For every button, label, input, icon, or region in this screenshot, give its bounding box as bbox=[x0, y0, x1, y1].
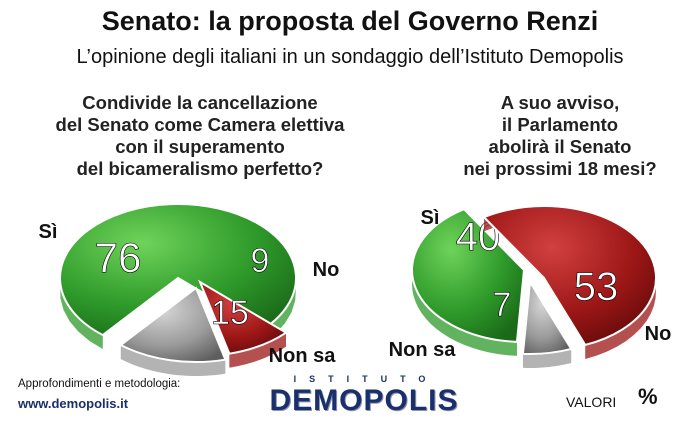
pie-category-label: No bbox=[313, 259, 340, 281]
question-1: Condivide la cancellazione del Senato co… bbox=[40, 92, 360, 180]
question-1-line: del bicameralismo perfetto? bbox=[76, 158, 324, 179]
chart-title: Senato: la proposta del Governo Renzi bbox=[101, 6, 599, 36]
pie-category-label: Sì bbox=[39, 221, 58, 243]
pie-category-label: Non sa bbox=[389, 339, 457, 361]
question-2-line: A suo avviso, bbox=[500, 92, 620, 113]
question-1-line: Condivide la cancellazione bbox=[82, 92, 318, 113]
pie-category-label: No bbox=[645, 323, 672, 345]
question-1-line: con il superamento bbox=[115, 136, 285, 157]
chart-subtitle: L’opinione degli italiani in un sondaggi… bbox=[76, 46, 624, 68]
pie-slice-non-sa bbox=[521, 278, 573, 355]
question-2-line: nei prossimi 18 mesi? bbox=[463, 158, 657, 179]
pie-slice-side bbox=[120, 345, 226, 376]
brand-tagline: ISTITUTO bbox=[293, 374, 439, 384]
pie-value-label: 15 bbox=[211, 294, 249, 332]
percent-sign: % bbox=[638, 384, 658, 409]
pie-category-label: Non sa bbox=[269, 345, 337, 367]
question-2-line: il Parlamento bbox=[501, 114, 619, 135]
pie-value-label: 9 bbox=[251, 242, 270, 280]
pie-value-label: 7 bbox=[493, 286, 512, 324]
method-label: Approfondimenti e metodologia: bbox=[18, 378, 181, 390]
pie-slice-sì bbox=[59, 203, 297, 337]
website-link[interactable]: www.demopolis.it bbox=[18, 396, 129, 411]
pie-slice-no bbox=[197, 279, 288, 355]
pie-category-label: Sì bbox=[421, 207, 440, 229]
question-2: A suo avviso, il Parlamento abolirà il S… bbox=[430, 92, 690, 180]
question-1-line: del Senato come Camera elettiva bbox=[55, 114, 345, 135]
pie-slice-no bbox=[482, 205, 657, 347]
pie-slice-sì bbox=[411, 208, 526, 343]
pie-slice-side bbox=[412, 209, 517, 356]
pie-value-label: 76 bbox=[95, 234, 142, 281]
pie-value-label: 53 bbox=[574, 265, 619, 309]
pie-slice-side bbox=[522, 348, 572, 368]
pie-chart-1: 76 Sì 9 No 15 Non sa bbox=[39, 203, 340, 376]
brand-logo: DEMOPOLIS bbox=[269, 384, 459, 417]
values-label: VALORI bbox=[566, 394, 617, 410]
question-2-line: abolirà il Senato bbox=[488, 136, 632, 157]
pie-slice-non-sa bbox=[118, 286, 227, 363]
